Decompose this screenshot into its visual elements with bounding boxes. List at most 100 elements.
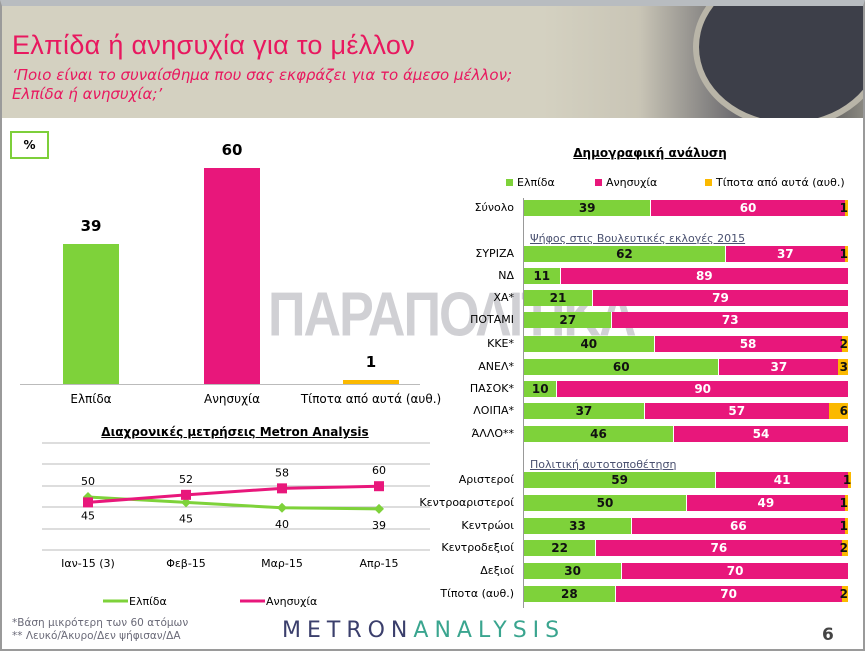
legend-item: Ελπίδα — [506, 176, 555, 189]
segment-value: 66 — [729, 519, 747, 533]
x-tick-label: Μαρ-15 — [261, 557, 303, 570]
segment-value: 30 — [564, 564, 581, 578]
segment-value: 1 — [839, 519, 848, 533]
legend-item: Τίποτα από αυτά (αυθ.) — [705, 176, 845, 189]
row-label: Αριστεροί — [458, 473, 514, 486]
legend-label: Ελπίδα — [129, 595, 167, 608]
elpida-point — [277, 502, 287, 513]
segment-anisychia: 90 — [556, 381, 848, 397]
segment-value: 50 — [596, 496, 614, 510]
demographic-title: Δημογραφική ανάλυση — [573, 146, 727, 160]
data-label: 50 — [81, 475, 95, 488]
segment-elpida: 11 — [524, 268, 560, 284]
axis-line — [523, 198, 524, 608]
page-title: Ελπίδα ή ανησυχία για το μέλλον — [12, 30, 416, 60]
segment-tipota: 1 — [843, 472, 852, 488]
legend-label: Τίποτα από αυτά (αυθ.) — [716, 176, 845, 189]
bar-value-label: 1 — [365, 353, 377, 372]
elpida-point — [374, 503, 384, 514]
segment-anisychia: 89 — [559, 268, 848, 284]
row-label: ΣΥΡΙΖΑ — [475, 247, 514, 260]
segment-anisychia: 57 — [643, 403, 829, 419]
segment-tipota: 1 — [840, 246, 848, 262]
footnotes: *Βάση μικρότερη των 60 ατόμων ** Λευκό/Άκ… — [12, 617, 189, 642]
bar-baseline — [20, 384, 420, 385]
segment-elpida: 60 — [524, 359, 719, 375]
data-label: 60 — [372, 464, 386, 477]
segment-value: 58 — [739, 337, 757, 351]
segment-tipota: 1 — [840, 495, 848, 511]
segment-value: 73 — [721, 313, 739, 327]
segment-value: 39 — [578, 201, 596, 215]
header-banner: Ελπίδα ή ανησυχία για το μέλλον ‘Ποιο εί… — [2, 6, 863, 118]
data-label: 58 — [275, 466, 289, 479]
segment-anisychia: 79 — [592, 290, 848, 306]
series-line-1 — [87, 484, 380, 504]
bar-1 — [204, 168, 260, 384]
segment-value: 90 — [694, 382, 712, 396]
segment-anisychia: 70 — [614, 586, 842, 602]
row-label: ΝΔ — [498, 269, 514, 282]
segment-elpida: 50 — [524, 495, 686, 511]
segment-tipota: 3 — [838, 359, 848, 375]
row-label: ΚΚΕ* — [487, 337, 514, 350]
data-label: 52 — [179, 473, 193, 486]
segment-value: 37 — [770, 360, 788, 374]
segment-tipota: 1 — [840, 200, 848, 216]
segment-value: 6 — [839, 404, 848, 418]
segment-elpida: 27 — [524, 312, 612, 328]
row-label: ΛΟΙΠΑ* — [473, 404, 514, 417]
row-label: ΧΑ* — [493, 291, 514, 304]
segment-value: 54 — [752, 427, 770, 441]
bar-0 — [63, 243, 119, 384]
segment-elpida: 22 — [524, 540, 596, 556]
line-chart: Ιαν-15 (3) Φεβ-15 Μαρ-15 Απρ-15 50 45 40 39 Ελπί… — [42, 442, 430, 608]
line-chart-title: Διαχρονικές μετρήσεις Metron Analysis — [101, 425, 369, 439]
segment-elpida: 62 — [524, 246, 725, 262]
legend-label: Ανησυχία — [606, 176, 658, 189]
legend-swatch-icon — [705, 179, 712, 186]
anisychia-point — [83, 497, 93, 508]
segment-value: 22 — [551, 541, 568, 555]
unit-label: % — [10, 131, 49, 159]
segment-value: 49 — [757, 496, 775, 510]
segment-value: 21 — [549, 291, 567, 305]
segment-value: 1 — [842, 473, 852, 487]
segment-elpida: 37 — [524, 403, 644, 419]
section-title: Πολιτική αυτοτοποθέτηση — [530, 458, 677, 471]
data-label: 45 — [81, 509, 95, 522]
segment-value: 60 — [739, 201, 757, 215]
segment-value: 46 — [590, 427, 607, 441]
data-label: 40 — [275, 518, 289, 531]
segment-value: 2 — [839, 587, 848, 601]
data-label: 45 — [179, 512, 193, 525]
bar-category-label: Ανησυχία — [204, 392, 260, 406]
segment-anisychia: 41 — [715, 472, 848, 488]
segment-value: 28 — [561, 587, 578, 601]
segment-value: 57 — [728, 404, 746, 418]
page-subtitle: ‘Ποιο είναι το συναίσθημα που σας εκφράζ… — [12, 66, 513, 103]
segment-value: 79 — [712, 291, 729, 305]
segment-value: 10 — [531, 382, 549, 396]
anisychia-point — [181, 489, 191, 500]
segment-tipota: 6 — [828, 403, 848, 419]
bar-2 — [343, 380, 399, 384]
x-tick-label: Φεβ-15 — [166, 557, 206, 570]
legend-swatch-icon — [506, 179, 513, 186]
segment-value: 3 — [839, 360, 848, 374]
row-label: Κεντροδεξιοί — [441, 541, 514, 554]
segment-anisychia: 73 — [611, 312, 848, 328]
segment-elpida: 39 — [524, 200, 651, 216]
segment-elpida: 46 — [524, 426, 674, 442]
segment-value: 62 — [616, 247, 633, 261]
decorative-image — [543, 6, 863, 118]
row-label: ΠΑΣΟΚ* — [469, 382, 514, 395]
legend-label: Ανησυχία — [266, 595, 317, 608]
segment-elpida: 33 — [524, 518, 631, 534]
segment-elpida: 28 — [524, 586, 615, 602]
section-title: Ψήφος στις Βουλευτικές εκλογές 2015 — [530, 232, 746, 245]
bar-category-label: Τίποτα από αυτά (αυθ.) — [300, 392, 442, 406]
bar-value-label: 60 — [221, 141, 243, 159]
segment-anisychia: 70 — [621, 563, 848, 579]
anisychia-point — [277, 483, 287, 494]
